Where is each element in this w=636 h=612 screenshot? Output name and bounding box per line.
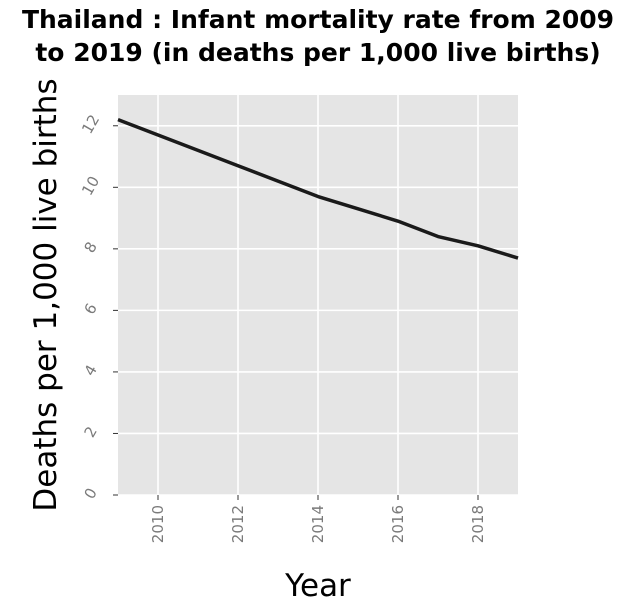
y-tick-label: 6: [80, 300, 100, 317]
x-tick-label: 2018: [469, 505, 487, 543]
x-tick-label: 2012: [229, 505, 247, 543]
y-tick-label: 10: [78, 173, 103, 199]
chart-title-line-1: Thailand : Infant mortality rate from 20…: [22, 5, 614, 34]
y-axis-title: Deaths per 1,000 live births: [28, 78, 64, 511]
y-tick-label: 4: [80, 362, 100, 379]
x-tick-label: 2010: [149, 505, 167, 543]
x-tick-label: 2016: [389, 505, 407, 543]
y-tick-label: 2: [80, 423, 100, 440]
chart-title-line-2: to 2019 (in deaths per 1,000 live births…: [35, 38, 600, 67]
axis-ticks: 0 2 4 6 8 10 12 2010 2012 2014 2016 2018: [78, 112, 487, 544]
y-tick-label: 0: [80, 485, 100, 502]
grid-lines: [118, 95, 518, 496]
x-tick-label: 2014: [309, 505, 327, 543]
x-axis-title: Year: [284, 568, 351, 604]
series-line: [117, 117, 519, 260]
y-tick-label: 12: [78, 112, 103, 138]
y-tick-label: 8: [80, 239, 100, 256]
